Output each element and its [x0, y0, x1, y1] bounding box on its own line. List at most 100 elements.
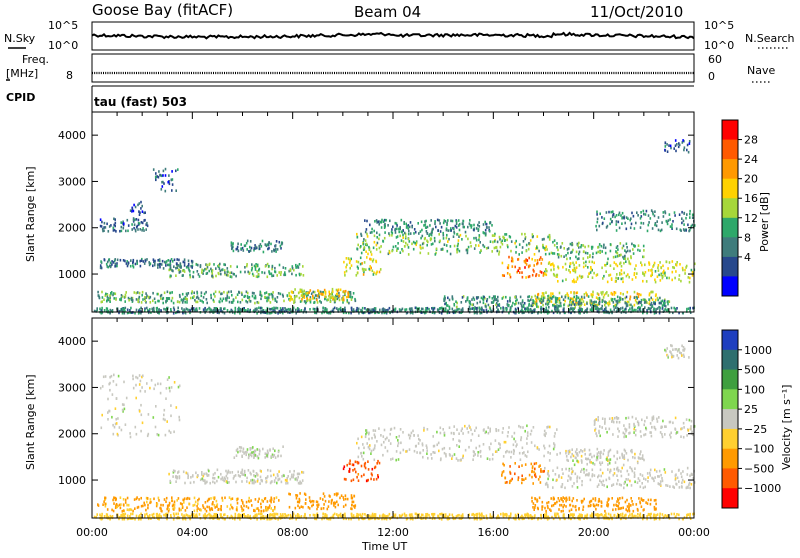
velocity-cell-0	[155, 426, 157, 429]
power-cell-9	[484, 246, 486, 249]
velocity-cell-3	[262, 500, 264, 503]
power-cell-8	[373, 273, 375, 276]
power-cell-6	[142, 291, 144, 294]
power-cell-9	[465, 235, 467, 238]
power-cell-8	[346, 270, 348, 273]
power-cell-6	[145, 292, 147, 295]
power-cell-15	[652, 211, 654, 214]
power-cell-6	[319, 300, 321, 303]
power-cell-13	[664, 274, 666, 277]
power-cell-18	[515, 308, 517, 311]
power-cell-13	[553, 265, 555, 268]
velocity-cell-1	[232, 471, 234, 474]
power-cell-6	[124, 300, 126, 303]
power-cell-15	[608, 211, 610, 214]
power-cell-9	[380, 245, 382, 248]
power-cell-18	[635, 309, 637, 312]
power-cell-9	[478, 244, 480, 247]
velocity-cell-5	[377, 476, 379, 479]
velocity-cell-10	[586, 458, 588, 461]
power-cell-11	[508, 267, 510, 270]
power-cell-13	[657, 266, 659, 269]
velocity-cell-9	[581, 484, 583, 487]
velocity-cell-6	[544, 435, 546, 438]
velocity-cell-10	[616, 458, 618, 461]
power-cell-0	[119, 230, 121, 233]
power-cell-10	[378, 221, 380, 224]
velocity-cell-11	[602, 417, 604, 420]
power-cell-6	[179, 301, 181, 304]
velocity-cell-8	[628, 503, 630, 506]
power-cell-11	[510, 276, 512, 279]
velocity-cell-9	[565, 468, 567, 471]
power-cell-2	[137, 204, 139, 207]
power-cell-18	[415, 307, 417, 310]
velocity-cell-8	[598, 504, 600, 507]
velocity-cell-6	[537, 446, 539, 449]
power-cell-17	[514, 303, 516, 306]
power-cell-9	[478, 239, 480, 242]
power-cell-9	[447, 240, 449, 243]
power-ytick-label: 1000	[58, 268, 86, 281]
power-cell-15	[672, 220, 674, 223]
velocity-cell-0	[176, 406, 178, 409]
power-cell-5	[143, 260, 145, 263]
power-cell-7	[337, 290, 339, 293]
power-cell-7	[345, 290, 347, 293]
power-cell-12	[591, 293, 593, 296]
velocity-cell-3	[254, 510, 256, 513]
velocity-cell-6	[371, 437, 373, 440]
power-cell-9	[429, 233, 431, 236]
power-cell-10	[477, 224, 479, 227]
velocity-cell-2	[239, 450, 241, 453]
velocity-cell-9	[617, 467, 619, 470]
power-cell-5	[136, 262, 138, 265]
velocity-cell-3	[174, 501, 176, 504]
power-cell-15	[663, 211, 665, 214]
power-cell-1	[153, 168, 155, 171]
power-cell-2	[142, 210, 144, 213]
power-cell-9	[428, 252, 430, 255]
velocity-cell-2	[237, 451, 239, 454]
velocity-cell-6	[444, 432, 446, 435]
power-cell-13	[589, 261, 591, 264]
velocity-cell-9	[680, 472, 682, 475]
power-cell-5	[100, 264, 102, 267]
power-cell-7	[346, 296, 348, 299]
power-cell-10	[418, 232, 420, 235]
velocity-cell-1	[216, 480, 218, 483]
power-cell-14	[578, 257, 580, 260]
power-cell-10	[450, 229, 452, 232]
velocity-cell-6	[444, 447, 446, 450]
power-cell-13	[585, 261, 587, 264]
velocity-cell-9	[631, 484, 633, 487]
power-cell-18	[96, 307, 98, 310]
power-ytick-label: 3000	[58, 175, 86, 188]
velocity-cell-2	[234, 456, 236, 459]
power-cell-15	[599, 213, 601, 216]
power-cell-9	[438, 233, 440, 236]
velocity-cell-6	[449, 426, 451, 429]
velocity-cell-2	[267, 452, 269, 455]
power-cell-16	[670, 145, 672, 148]
velocity-cell-1	[281, 481, 283, 484]
power-cell-9	[545, 253, 547, 256]
velocity-cell-6	[468, 431, 470, 434]
power-cell-13	[546, 270, 548, 273]
velocity-cell-3	[214, 504, 216, 507]
power-cell-18	[395, 308, 397, 311]
power-cell-11	[522, 276, 524, 279]
velocity-cell-4	[297, 505, 299, 508]
power-cell-7	[332, 288, 334, 291]
power-cell-18	[462, 307, 464, 310]
velocity-cell-6	[444, 434, 446, 437]
power-cell-6	[115, 293, 117, 296]
power-cell-6	[171, 300, 173, 303]
velocity-cell-10	[627, 459, 629, 462]
velocity-cell-6	[477, 454, 479, 457]
velocity-cell-1	[248, 469, 250, 472]
power-cell-3	[201, 271, 203, 274]
power-cell-9	[522, 246, 524, 249]
velocity-cell-4	[289, 493, 291, 496]
velocity-cell-8	[629, 510, 631, 513]
